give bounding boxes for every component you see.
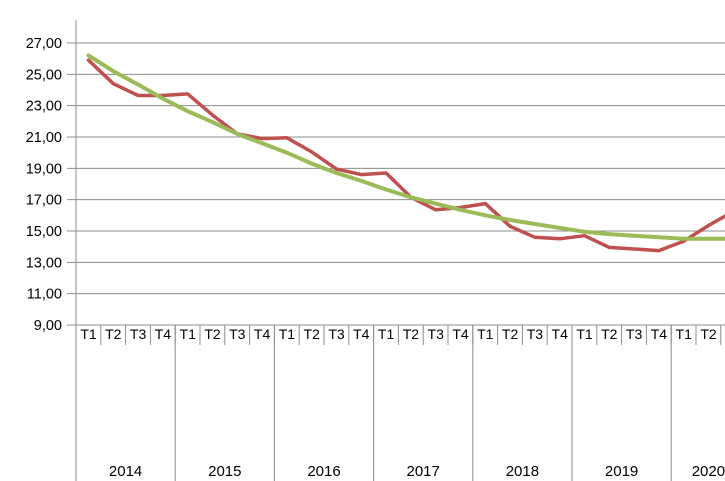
series-lines: [86, 53, 725, 253]
y-tick-label: 23,00: [26, 99, 62, 115]
y-tick-label: 21,00: [26, 130, 62, 146]
year-label: 2018: [506, 463, 539, 480]
x-tick-label: T1: [477, 326, 494, 342]
y-tick-label: 9,00: [34, 318, 62, 334]
x-axis-tick-labels: T1 T2 T3 T4 T1 T2 T3 T4 T1 T2 T3 T4 T1 T2 T3 T4 T1 T2 T3 T4…: [80, 326, 725, 480]
y-axis-tick-labels: 27,00 25,00 23,00 21,00 19,00 17,00 15,00 13,00…: [26, 36, 62, 334]
x-tick-label: T4: [552, 326, 569, 342]
x-tick-label: T3: [328, 326, 345, 342]
x-tick-label: T4: [155, 326, 172, 342]
x-tick-label: T1: [576, 326, 593, 342]
x-tick-label: T2: [601, 326, 618, 342]
year-label: 2020: [692, 463, 725, 480]
series-line-2: [86, 53, 725, 241]
x-tick-label: T2: [304, 326, 321, 342]
y-tick-label: 17,00: [26, 193, 62, 209]
x-tick-label: T4: [353, 326, 370, 342]
x-tick-label: T2: [700, 326, 717, 342]
x-tick-label: T1: [676, 326, 693, 342]
x-tick-label: T4: [452, 326, 469, 342]
x-tick-label: T1: [279, 326, 296, 342]
x-tick-label: T3: [229, 326, 246, 342]
y-tick-label: 13,00: [26, 255, 62, 271]
x-tick-label: T3: [626, 326, 643, 342]
axes: [75, 20, 722, 481]
x-tick-label: T2: [204, 326, 221, 342]
year-label: 2017: [407, 463, 440, 480]
x-tick-label: T3: [527, 326, 544, 342]
y-tick-label: 19,00: [26, 161, 62, 177]
x-tick-label: T4: [254, 326, 271, 342]
x-tick-label: T2: [502, 326, 519, 342]
y-tick-label: 27,00: [26, 36, 62, 52]
x-tick-label: T1: [378, 326, 395, 342]
x-tick-label: T4: [651, 326, 668, 342]
x-tick-label: T2: [403, 326, 420, 342]
x-tick-label: T3: [130, 326, 147, 342]
year-label: 2014: [109, 463, 142, 480]
x-tick-label: T2: [105, 326, 122, 342]
y-tick-label: 25,00: [26, 67, 62, 83]
year-label: 2016: [307, 463, 340, 480]
y-tick-label: 15,00: [26, 224, 62, 240]
x-tick-label: T1: [180, 326, 197, 342]
year-label: 2015: [208, 463, 241, 480]
y-tick-label: 11,00: [27, 287, 62, 303]
series-line-1: [86, 58, 725, 253]
x-tick-label: T1: [80, 326, 97, 342]
x-tick-label: T3: [428, 326, 445, 342]
year-label: 2019: [605, 463, 638, 480]
